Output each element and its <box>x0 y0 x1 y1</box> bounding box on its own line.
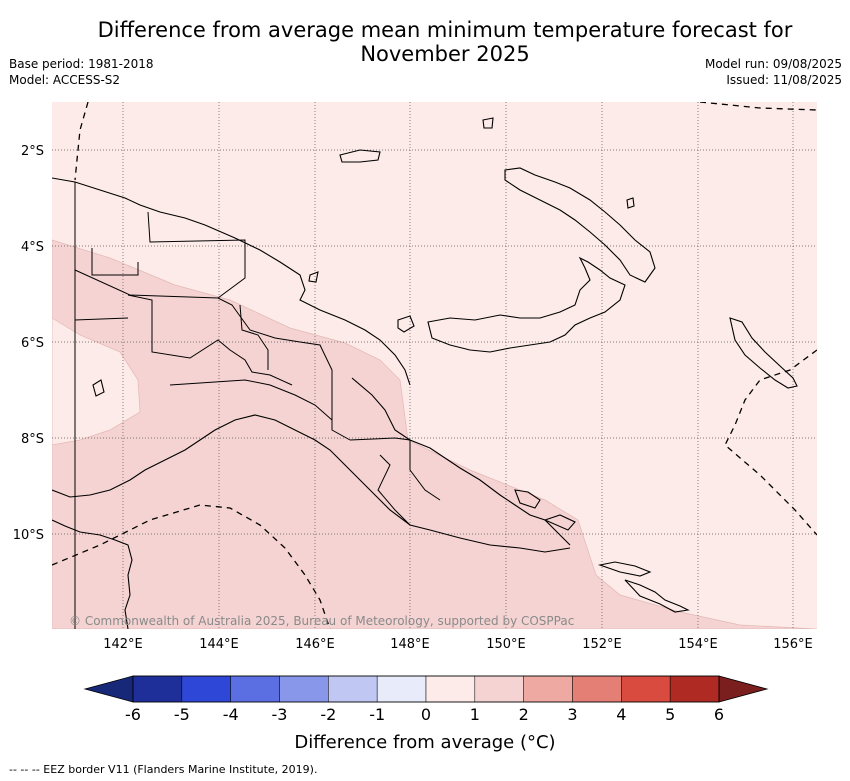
colorbar-segment <box>132 675 183 703</box>
colorbar-segment <box>474 675 524 703</box>
colorbar-segment <box>328 675 378 703</box>
lon-label: 148°E <box>390 637 430 652</box>
meta-left: Base period: 1981-2018 Model: ACCESS-S2 <box>9 56 154 88</box>
copyright-text: © Commonwealth of Australia 2025, Bureau… <box>69 614 574 628</box>
colorbar-tick-label: 1 <box>470 705 480 724</box>
colorbar-tick-label: -4 <box>223 705 239 724</box>
colorbar-segment <box>425 675 476 703</box>
colorbar-segment <box>523 675 573 703</box>
lat-label: 10°S <box>13 528 44 543</box>
title-line-1: Difference from average mean minimum tem… <box>97 18 793 42</box>
anomaly-zone-1-2 <box>52 239 817 629</box>
lon-label: 146°E <box>295 637 335 652</box>
lat-label: 8°S <box>21 432 44 447</box>
lon-labels: 142°E 144°E 146°E 148°E 150°E 152°E 154°… <box>103 637 813 652</box>
colorbar-tick-label: 3 <box>567 705 577 724</box>
colorbar-segment <box>621 675 671 703</box>
colorbar-under-extension <box>83 675 134 703</box>
model-name: Model: ACCESS-S2 <box>9 73 121 87</box>
lon-label: 156°E <box>773 637 813 652</box>
title-line-2: November 2025 <box>360 42 530 66</box>
map-plot: © Commonwealth of Australia 2025, Bureau… <box>52 102 817 629</box>
colorbar-tick-label: 4 <box>616 705 626 724</box>
colorbar-tick-label: 5 <box>665 705 675 724</box>
model-run: Model run: 09/08/2025 <box>704 57 842 71</box>
colorbar-tick-label: 6 <box>714 705 724 724</box>
colorbar-segment <box>376 675 427 703</box>
colorbar-tick-label: 0 <box>421 705 431 724</box>
colorbar-label: Difference from average (°C) <box>294 732 556 753</box>
lon-label: 150°E <box>486 637 526 652</box>
colorbar-segment <box>669 675 720 703</box>
lat-label: 6°S <box>21 336 44 351</box>
lat-labels: 2°S 4°S 6°S 8°S 10°S <box>13 144 44 543</box>
colorbar-segment <box>181 675 231 703</box>
colorbar-segment <box>279 675 329 703</box>
colorbar-over-extension <box>718 675 769 703</box>
lon-label: 152°E <box>582 637 622 652</box>
colorbar-tick-label: -6 <box>125 705 141 724</box>
lon-label: 144°E <box>199 637 239 652</box>
issued-date: Issued: 11/08/2025 <box>726 73 842 87</box>
eez-footnote: -- -- -- EEZ border V11 (Flanders Marine… <box>9 763 318 776</box>
lat-label: 4°S <box>21 240 44 255</box>
lat-label: 2°S <box>21 144 44 159</box>
boundaries <box>74 182 441 629</box>
colorbar-tick-label: -2 <box>320 705 336 724</box>
colorbar-segment <box>230 675 280 703</box>
map-title: Difference from average mean minimum tem… <box>60 18 830 66</box>
colorbar-tick-label: -5 <box>174 705 190 724</box>
colorbar: -6 -5 -4 -3 -2 -1 0 1 2 3 4 5 6 <box>83 675 769 724</box>
colorbar-frame <box>132 675 720 703</box>
eez-border <box>52 102 817 629</box>
coastline <box>52 117 798 629</box>
graticule <box>52 102 817 629</box>
meta-right: Model run: 09/08/2025 Issued: 11/08/2025 <box>705 56 842 88</box>
colorbar-tick-label: -1 <box>369 705 385 724</box>
colorbar-segment <box>572 675 622 703</box>
colorbar-tick-label: 2 <box>519 705 529 724</box>
base-period: Base period: 1981-2018 <box>9 57 154 71</box>
lon-label: 154°E <box>678 637 718 652</box>
anomaly-zone-0-1-west <box>52 317 141 446</box>
lon-label: 142°E <box>103 637 143 652</box>
colorbar-tick-label: -3 <box>272 705 288 724</box>
